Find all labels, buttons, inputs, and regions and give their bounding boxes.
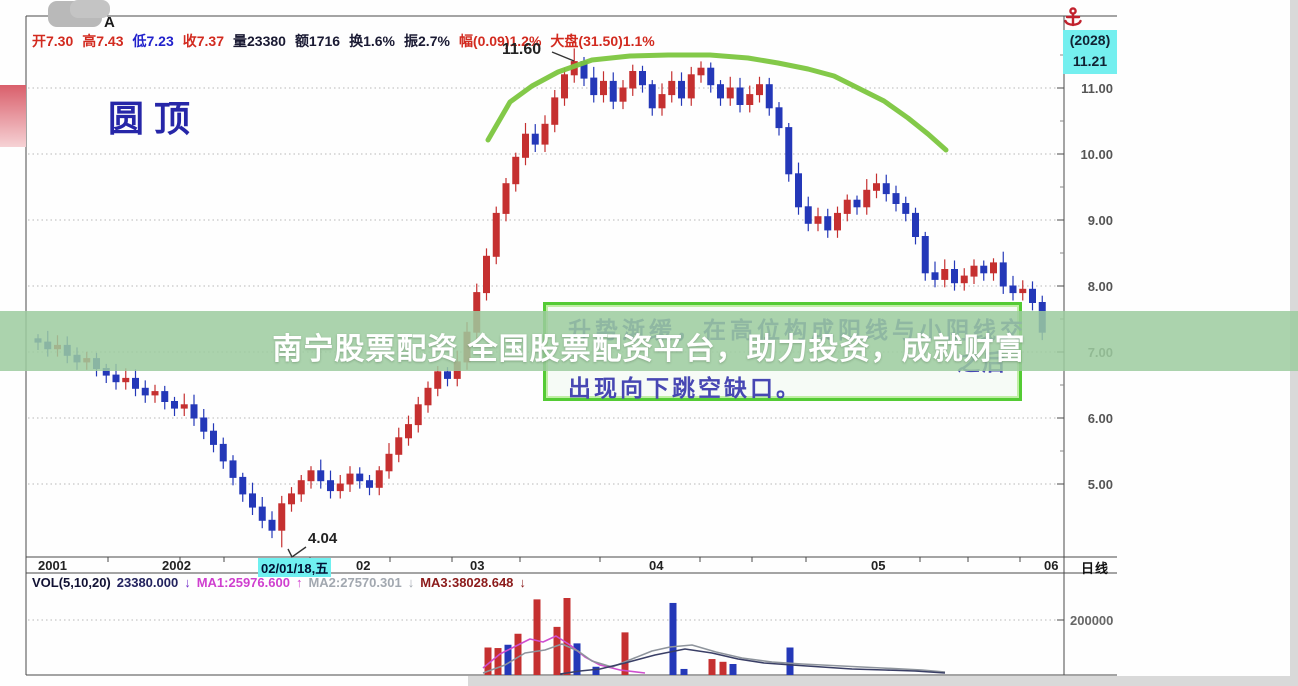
text-field: 23380.000 — [116, 575, 179, 590]
text-field: 额1716 — [294, 33, 341, 49]
price-tick-label: 9.00 — [1087, 213, 1113, 228]
text-field: 振2.7% — [404, 33, 450, 49]
quote-info-bar: 开7.30 高7.43 低7.23 收7.37 量23380 额1716 换1.6% 振2.7… — [32, 31, 664, 51]
text-field: 低7.23 — [132, 33, 174, 49]
text-field: ↓ — [407, 575, 415, 590]
text-field: 开7.30 — [32, 33, 74, 49]
date-tick-label: 06 — [1044, 558, 1059, 573]
watermark-text: 南宁股票配资 全国股票配资平台，助力投资，成就财富 — [272, 333, 1026, 366]
period-label: 日线 — [1081, 561, 1110, 576]
date-tick-label: 2002 — [162, 558, 191, 573]
text-field: VOL(5,10,20) — [32, 575, 111, 590]
low-price-annotation: 4.04 — [308, 530, 338, 547]
text-field: 幅(0.09)1.2% — [458, 33, 542, 49]
text-field: ↑ — [295, 575, 303, 590]
text-field: ↓ — [184, 575, 191, 590]
peak-price-annotation: 11.60 — [502, 41, 542, 58]
date-tick-label: 02 — [356, 558, 371, 573]
page-edge-bottom — [468, 676, 1298, 686]
current-price-box: (2028) 11.21 — [1063, 30, 1117, 74]
text-field: 高7.43 — [82, 33, 124, 49]
price-tick-label: 6.00 — [1087, 411, 1113, 426]
volume-indicator-bar: VOL(5,10,20) 23380.000 ↓ MA1:25976.600 ↑ MA2:… — [32, 575, 532, 590]
text-field: 换1.6% — [349, 33, 396, 49]
date-tick-label: 02/01/18,五 — [258, 558, 332, 577]
text-field: MA1:25976.600 — [196, 575, 290, 590]
text-field: 收7.37 — [182, 33, 224, 49]
text-field: 大盘(31.50)1.1% — [550, 33, 655, 49]
note-line-3: 出现向下跳空缺口。 — [568, 375, 802, 402]
censor-blur-blob-small — [70, 0, 110, 18]
price-tick-label: 10.00 — [1080, 147, 1113, 162]
page-margin-red-fragment — [0, 85, 26, 147]
text-field: MA2:27570.301 — [308, 575, 402, 590]
current-price-count: (2028) — [1069, 32, 1111, 48]
price-tick-label: 5.00 — [1087, 477, 1113, 492]
date-tick-label: 03 — [470, 558, 485, 573]
stock-name: A — [104, 14, 115, 31]
current-price-value: 11.21 — [1072, 53, 1108, 69]
watermark-band — [0, 311, 1298, 371]
text-field: MA3:38028.648 — [420, 575, 514, 590]
text-field: 量23380 — [233, 33, 286, 49]
date-tick-label: 04 — [649, 558, 664, 573]
date-tick-label: 05 — [871, 558, 886, 573]
date-tick-label: 2001 — [38, 558, 67, 573]
anchor-icon — [1064, 7, 1082, 27]
text-field: ↓ — [519, 575, 526, 590]
price-tick-label: 11.00 — [1081, 81, 1113, 96]
price-tick-label: 8.00 — [1087, 279, 1113, 294]
volume-axis-label: 200000 — [1070, 613, 1114, 628]
pattern-title: 圆顶 — [108, 98, 201, 139]
